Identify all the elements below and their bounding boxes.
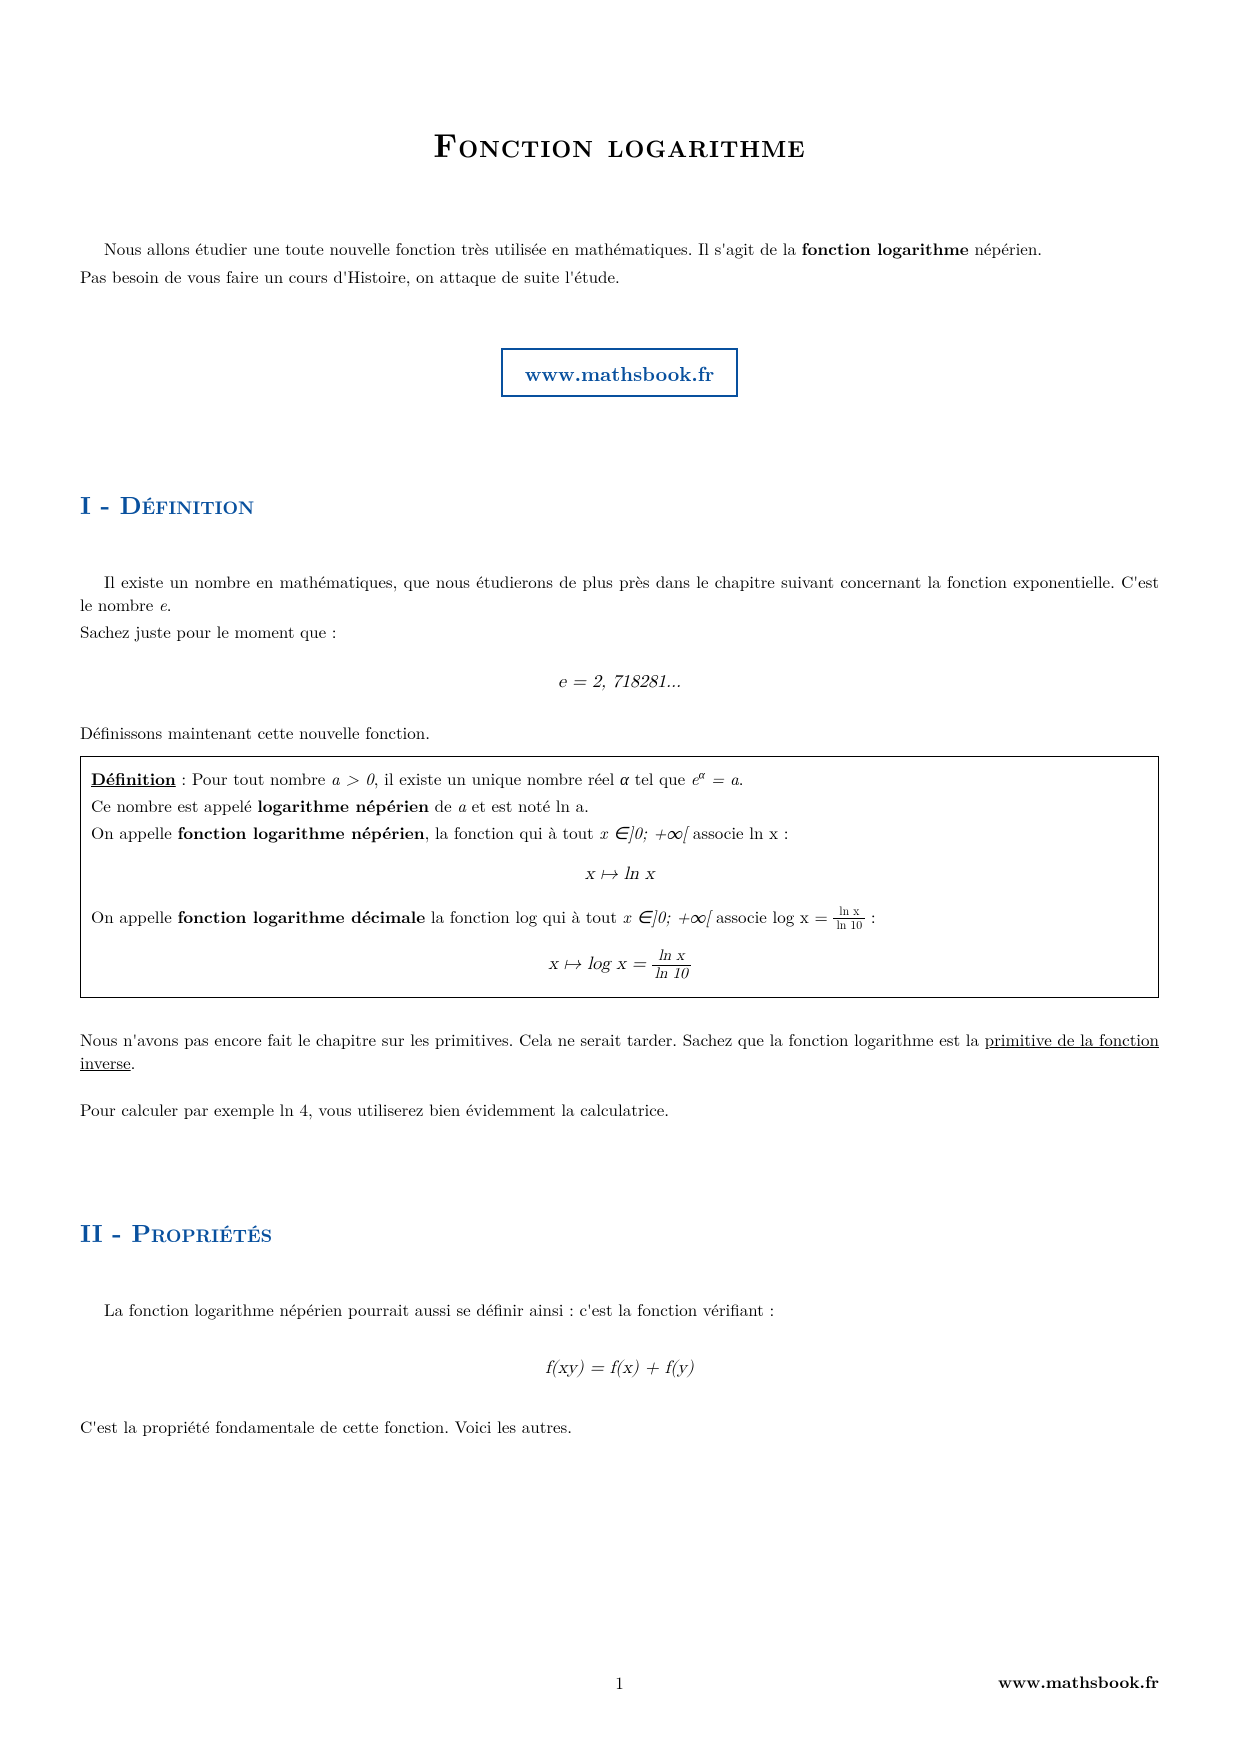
section-1-heading: I - Définition <box>80 487 1159 522</box>
def-l3-d: x ∈]0; +∞[ <box>599 820 687 844</box>
def-l1-c: , il existe un unique nombre réel <box>374 766 620 790</box>
math-functional-eq: f(xy) = f(x) + f(y) <box>80 1357 1159 1379</box>
def-l1-f: e <box>691 766 699 790</box>
section1-paragraph-2: Sachez juste pour le moment que : <box>80 620 1159 643</box>
s1-p5-b: ln 4 <box>280 1097 308 1121</box>
section1-paragraph-3: Définissons maintenant cette nouvelle fo… <box>80 721 1159 744</box>
def-l3-c: , la fonction qui à tout <box>425 820 600 844</box>
def-l3-b: fonction logarithme népérien <box>177 821 424 845</box>
section2-paragraph-2: C'est la propriété fondamentale de cette… <box>80 1415 1159 1438</box>
def-l4-g: : <box>865 904 875 928</box>
page-number: 1 <box>615 1670 624 1694</box>
def-l3-a: On appelle <box>91 820 177 844</box>
intro-paragraph-2: Pas besoin de vous faire un cours d'Hist… <box>80 265 1159 288</box>
s1-p1-e: e <box>159 592 167 616</box>
def-l2-e: et est noté <box>466 793 556 817</box>
s1-p5-c: , vous utiliserez bien évidemment la cal… <box>308 1097 669 1121</box>
s1-p1-text: Il existe un nombre en mathématiques, qu… <box>80 569 1159 616</box>
def-l2-f: ln a <box>556 793 584 817</box>
def-l4-e: associe <box>711 904 773 928</box>
def-m3-den: ln 10 <box>652 966 691 983</box>
def-line-2: Ce nombre est appelé logarithme népérien… <box>91 792 1148 819</box>
section2-paragraph-1: La fonction logarithme népérien pourrait… <box>80 1298 1159 1321</box>
def-m3-a: x ↦ log x = <box>548 956 651 974</box>
def-l4-c: la fonction log qui à tout <box>425 904 622 928</box>
section1-paragraph-1: Il existe un nombre en mathématiques, qu… <box>80 570 1159 616</box>
page: Fonction logarithme Nous allons étudier … <box>0 0 1239 1754</box>
def-line-3: On appelle fonction logarithme népérien,… <box>91 819 1148 846</box>
intro-bold-term: fonction logarithme <box>802 237 969 261</box>
def-math-2: x ↦ ln x <box>91 861 1148 889</box>
s1-p5-a: Pour calculer par exemple <box>80 1097 280 1121</box>
page-footer: 1 www.mathsbook.fr <box>80 1670 1159 1694</box>
intro-text-prefix: Nous allons étudier une toute nouvelle f… <box>104 236 802 260</box>
def-line-4: On appelle fonction logarithme décimale … <box>91 903 1148 933</box>
spacer <box>80 1078 1159 1098</box>
def-label: Définition <box>91 767 176 791</box>
s1-p1-end: . <box>167 592 172 616</box>
document-title: Fonction logarithme <box>80 120 1159 167</box>
def-math-3: x ↦ log x = ln xln 10 <box>91 948 1148 983</box>
spacer <box>80 1125 1159 1185</box>
intro-text-suffix: népérien. <box>969 236 1042 260</box>
intro-paragraph-1: Nous allons étudier une toute nouvelle f… <box>80 237 1159 261</box>
footer-site: www.mathsbook.fr <box>998 1670 1159 1694</box>
def-l2-d: a <box>457 793 466 817</box>
definition-box: Définition : Pour tout nombre a > 0, il … <box>80 756 1159 998</box>
def-l2-c: de <box>429 793 457 817</box>
def-l3-f: ln x <box>749 820 778 844</box>
def-l3-e: associe <box>687 820 749 844</box>
section1-paragraph-4: Nous n'avons pas encore fait le chapitre… <box>80 1028 1159 1074</box>
def-l4-frac: ln xln 10 <box>833 905 865 932</box>
def-l4-a: On appelle <box>91 904 177 928</box>
def-l4-f: log x = <box>773 904 834 928</box>
def-l2-b: logarithme népérien <box>257 794 429 818</box>
def-l1-e: tel que <box>629 766 691 790</box>
section1-paragraph-5: Pour calculer par exemple ln 4, vous uti… <box>80 1098 1159 1121</box>
def-l2-g: . <box>584 793 589 817</box>
def-l4-den: ln 10 <box>833 919 865 932</box>
math-e-value: e = 2, 718281... <box>80 671 1159 693</box>
def-l1-b: a > 0 <box>331 766 374 790</box>
def-l2-a: Ce nombre est appelé <box>91 793 257 817</box>
def-line-1: Définition : Pour tout nombre a > 0, il … <box>91 765 1148 792</box>
def-l4-b: fonction logarithme décimale <box>177 905 425 929</box>
def-l3-g: : <box>778 820 788 844</box>
s1-p4-a: Nous n'avons pas encore fait le chapitre… <box>80 1027 985 1051</box>
def-l1-a: : Pour tout nombre <box>176 766 331 790</box>
def-m3-num: ln x <box>652 948 691 966</box>
def-l1-d: α <box>620 766 629 790</box>
section-2-heading: II - Propriétés <box>80 1215 1159 1250</box>
def-l1-h: = a <box>705 766 739 790</box>
website-link-box[interactable]: www.mathsbook.fr <box>501 348 738 397</box>
def-l4-d: x ∈]0; +∞[ <box>623 904 711 928</box>
def-m3-frac: ln xln 10 <box>652 948 691 983</box>
def-l1-i: . <box>739 766 744 790</box>
s1-p4-c: . <box>131 1050 136 1074</box>
